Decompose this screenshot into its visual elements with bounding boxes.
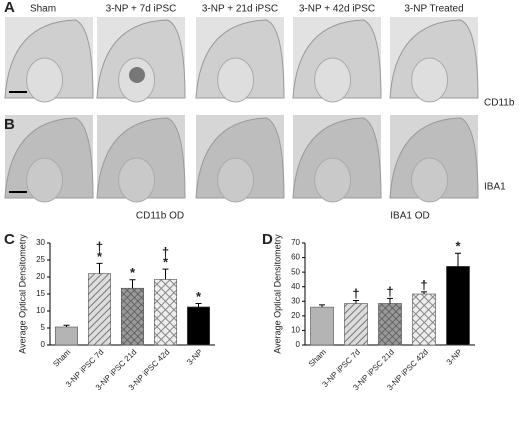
error-bar — [421, 291, 427, 294]
y-axis-label: Average Optical Densitometry — [272, 234, 282, 354]
error-bar — [195, 303, 202, 307]
bar — [446, 266, 470, 346]
error-bar — [387, 297, 393, 304]
panel-label: D — [262, 231, 273, 248]
bar — [153, 279, 178, 346]
significance-marker: † — [352, 286, 359, 301]
row-label: CD11b — [484, 98, 515, 109]
chart-title: IBA1 OD — [390, 211, 429, 222]
significance-marker: † — [420, 277, 427, 292]
lesion — [129, 67, 145, 83]
y-tick-label: 20 — [291, 311, 300, 320]
panel-label: B — [4, 116, 15, 133]
panel-label: A — [4, 0, 15, 16]
micrographs — [4, 17, 479, 203]
striatum — [217, 57, 255, 103]
column-header: 3-NP + 21d iPSC — [202, 4, 278, 15]
error-bar — [129, 279, 136, 289]
striatum — [411, 57, 449, 103]
bar — [54, 326, 79, 346]
bar — [310, 306, 334, 346]
error-bar — [96, 262, 103, 274]
striatum — [26, 57, 64, 103]
y-tick-label: 5 — [41, 323, 46, 332]
chart-title: CD11b OD — [136, 211, 184, 222]
y-tick-label: 20 — [36, 272, 45, 281]
striatum — [314, 157, 352, 203]
row-label: IBA1 — [484, 182, 506, 193]
significance-marker: † — [386, 284, 393, 299]
bar — [120, 287, 145, 346]
x-tick-label: 3-NP — [185, 348, 204, 367]
y-tick-label: 0 — [296, 340, 301, 349]
striatum — [217, 157, 255, 203]
bar — [378, 303, 402, 346]
striatum — [314, 57, 352, 103]
y-tick-label: 50 — [291, 267, 300, 276]
y-tick-label: 60 — [291, 253, 300, 262]
y-tick-label: 30 — [36, 238, 45, 247]
panel-label: C — [4, 231, 15, 248]
x-tick-label: 3-NP — [445, 348, 464, 367]
significance-marker: * — [163, 255, 169, 270]
significance-marker: * — [196, 289, 202, 304]
y-tick-label: 70 — [291, 238, 300, 247]
y-axis-label: Average Optical Densitometry — [17, 234, 27, 354]
y-tick-label: 10 — [36, 306, 45, 315]
significance-marker: * — [97, 249, 103, 264]
error-bar — [319, 304, 325, 308]
error-bar — [162, 268, 169, 280]
y-tick-label: 25 — [36, 255, 45, 264]
significance-marker: * — [130, 265, 136, 280]
error-bar — [455, 252, 461, 267]
significance-marker: † — [162, 245, 169, 260]
error-bar — [353, 300, 359, 304]
y-tick-label: 10 — [291, 326, 300, 335]
y-tick-label: 40 — [291, 282, 300, 291]
bar — [412, 293, 436, 346]
significance-marker: † — [96, 239, 103, 254]
x-tick-label: Sham — [307, 347, 328, 368]
bar — [344, 303, 368, 346]
error-bar — [63, 324, 70, 327]
column-header: 3-NP + 42d iPSC — [299, 4, 375, 15]
bar — [87, 273, 112, 346]
column-header: Sham — [30, 4, 56, 15]
striatum — [411, 157, 449, 203]
y-tick-label: 0 — [41, 340, 46, 349]
x-tick-label: Sham — [51, 347, 72, 368]
column-header: 3-NP + 7d iPSC — [106, 4, 177, 15]
y-tick-label: 15 — [36, 289, 45, 298]
significance-marker: * — [455, 239, 461, 254]
column-header: 3-NP Treated — [404, 4, 463, 15]
striatum — [26, 157, 64, 203]
striatum — [118, 157, 156, 203]
y-tick-label: 30 — [291, 296, 300, 305]
bar — [186, 306, 211, 346]
